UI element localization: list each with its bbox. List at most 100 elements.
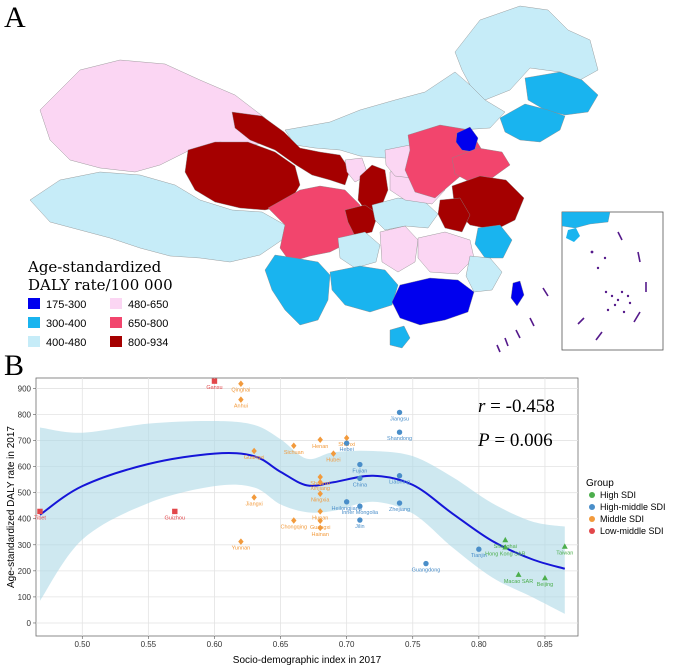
- map-region-jiangxi: [417, 231, 475, 275]
- data-point-label: Jilin: [355, 524, 364, 530]
- group-legend-label: High-middle SDI: [600, 502, 666, 512]
- data-points: TibetGansuGuizhouQinghaiAnhuiHenanShanxi…: [34, 378, 573, 588]
- map-legend-label: 300-400: [46, 318, 86, 330]
- map-region-taiwan: [510, 280, 525, 307]
- data-point-marker: [291, 442, 297, 449]
- y-axis-title: Age-standardized DALY rate in 2017: [6, 426, 17, 588]
- data-point-label: Chongqing: [280, 525, 307, 531]
- group-legend: Group High SDI High-middle SDI Middle SDI L…: [586, 478, 666, 536]
- data-point-label: Anhui: [234, 404, 248, 410]
- data-point-marker: [396, 500, 403, 506]
- data-point-marker: [317, 473, 323, 481]
- data-point-marker: [317, 436, 323, 444]
- group-legend-items: High SDI High-middle SDI Middle SDI Low-mid…: [589, 490, 666, 536]
- map-legend-label: 480-650: [128, 299, 168, 311]
- map-legend-swatch-175-300: [28, 298, 40, 309]
- data-point-marker: [396, 409, 403, 416]
- data-point-label: Macao SAR: [504, 579, 533, 585]
- group-legend-key-lowmid: [589, 528, 595, 534]
- data-point-marker: [317, 490, 323, 497]
- map-region-guizhou: [337, 231, 381, 269]
- data-point-label: Heilongjiang: [332, 506, 362, 512]
- map-region-inner-mongolia: [284, 71, 506, 159]
- y-tick-label: 900: [18, 384, 32, 393]
- x-tick-label: 0.80: [471, 640, 487, 649]
- group-legend-title: Group: [586, 478, 614, 489]
- group-legend-key-high: [589, 492, 595, 498]
- data-point-label: Beijing: [537, 582, 554, 588]
- y-tick-label: 500: [18, 489, 32, 498]
- r-annotation: r = -0.458: [478, 396, 555, 417]
- map-legend-label: 800-934: [128, 337, 168, 349]
- inset-dashes: [577, 231, 647, 341]
- data-point-label: Henan: [312, 444, 328, 450]
- y-tick-label: 100: [18, 593, 32, 602]
- y-tick-label: 800: [18, 410, 32, 419]
- map-region-zhejiang: [474, 224, 513, 259]
- data-point-marker: [251, 447, 257, 455]
- data-point-label: Jiangxi: [246, 501, 263, 507]
- data-point-marker: [396, 429, 403, 435]
- smooth-trend-line: [39, 452, 566, 570]
- map-region-anhui: [437, 197, 471, 233]
- inset-land: [561, 211, 611, 229]
- map-region-guangxi: [329, 265, 399, 313]
- data-point-label: Guizhou: [165, 515, 186, 521]
- data-point-marker: [515, 571, 522, 577]
- data-point-label: Jiangsu: [390, 416, 409, 422]
- map-nine-dash: [496, 287, 549, 353]
- map-region-hunan: [379, 225, 419, 273]
- data-point-label: Shandong: [387, 436, 412, 442]
- x-tick-label: 0.65: [273, 640, 289, 649]
- data-point-marker: [357, 503, 363, 509]
- scatter-plot: TibetGansuGuizhouQinghaiAnhuiHenanShanxi…: [18, 377, 579, 649]
- map-region-gansu: [231, 111, 351, 186]
- map-region-fujian: [465, 255, 503, 293]
- map-inset: [561, 211, 664, 351]
- data-point-marker: [291, 517, 297, 524]
- group-legend-key-mid: [589, 516, 595, 522]
- data-point-label: Hainan: [312, 532, 329, 538]
- data-point-marker: [396, 473, 403, 479]
- data-point-marker: [238, 396, 244, 403]
- data-point-label: Xinjiang: [310, 486, 330, 492]
- data-point-label: Sichuan: [284, 450, 304, 456]
- data-point-label: Inner Mongolia: [342, 510, 379, 516]
- data-point-label: Ningxia: [311, 498, 330, 504]
- data-point-marker: [211, 378, 218, 384]
- map-legend: Age-standardized DALY rate/100 000 175-3…: [27, 258, 173, 349]
- map-region-jilin: [524, 71, 599, 116]
- data-point-label: Taiwan: [556, 551, 573, 557]
- data-point-marker: [357, 461, 363, 468]
- y-tick-label: 700: [18, 437, 32, 446]
- data-point-marker: [343, 440, 350, 446]
- data-point-marker: [317, 524, 323, 532]
- data-point-label: Hong Kong SAR: [485, 551, 525, 557]
- data-point-marker: [357, 517, 363, 523]
- data-point-label: Zhejiang: [389, 507, 410, 513]
- map-legend-swatch-400-480: [28, 336, 40, 347]
- x-axis-title: Socio-demographic index in 2017: [233, 655, 382, 666]
- data-point-label: Tibet: [34, 515, 46, 521]
- map-region-liaoning: [499, 103, 566, 143]
- inset-island: [566, 228, 580, 242]
- map-legend-swatch-800-934: [110, 336, 122, 347]
- map-legend-items: 175-300 300-400 400-480 480-650 650-800 800-9…: [28, 298, 168, 349]
- inset-islands: [590, 250, 632, 314]
- map-legend-swatch-480-650: [110, 298, 122, 309]
- p-symbol: P: [477, 430, 490, 451]
- data-point-marker: [357, 475, 363, 482]
- data-point-label: Fujian: [352, 469, 367, 475]
- data-point-label: Tianjin: [471, 553, 487, 559]
- data-point-marker: [502, 536, 509, 543]
- panel-b-letter: B: [4, 349, 24, 382]
- data-point-marker: [330, 450, 337, 457]
- data-point-marker: [317, 517, 323, 525]
- data-point-label: Hebei: [339, 447, 353, 453]
- group-legend-label: Middle SDI: [600, 514, 644, 524]
- group-legend-key-highmid: [589, 504, 595, 510]
- x-tick-label: 0.75: [405, 640, 421, 649]
- map-region-shandong: [451, 147, 511, 183]
- data-point-marker: [317, 508, 323, 515]
